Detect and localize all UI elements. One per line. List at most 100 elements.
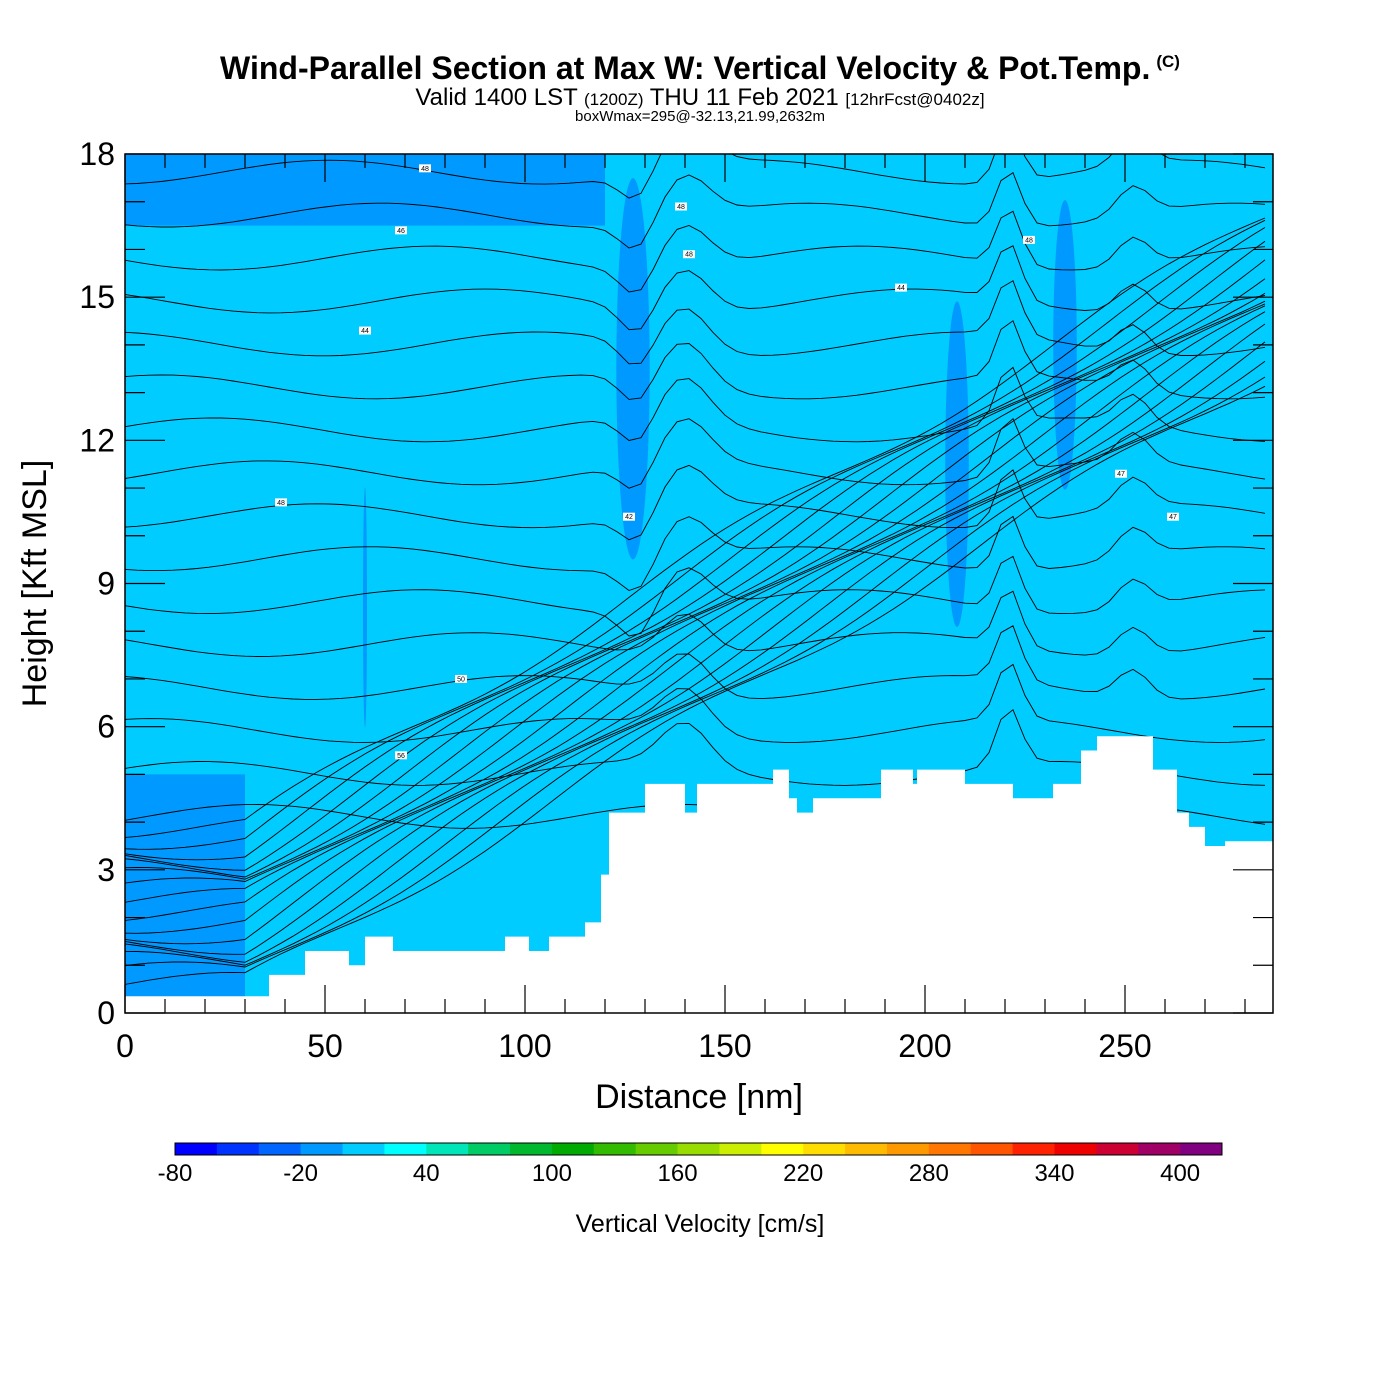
colorbar-swatch — [216, 1143, 260, 1155]
contour-label-bg — [895, 283, 907, 292]
w-core-level — [945, 301, 969, 628]
colorbar-swatch — [175, 1143, 218, 1155]
y-tick-label: 9 — [97, 566, 115, 602]
theta-contour — [125, 227, 1266, 861]
w-core-level — [616, 178, 650, 560]
contour-label: 48 — [277, 500, 285, 507]
w-core-level — [1169, 222, 1217, 792]
contour-label-bg — [395, 751, 407, 760]
colorbar-tick-label: 160 — [658, 1160, 698, 1187]
theta-contour — [125, 555, 1266, 637]
title-text: Wind-Parallel Section at Max W: Vertical… — [220, 50, 1151, 86]
contour-label: 42 — [625, 514, 633, 521]
contour-label-bg — [395, 226, 407, 235]
w-core-level — [363, 487, 367, 728]
colorbar-swatch — [1012, 1143, 1055, 1155]
contour-label-bg — [1167, 512, 1179, 521]
theta-contour — [125, 210, 1266, 293]
y-tick-label: 15 — [79, 279, 115, 315]
colorbar-swatch — [1180, 1143, 1223, 1155]
y-tick-label: 3 — [97, 852, 115, 888]
theta-contour — [125, 259, 1266, 878]
colorbar-swatch — [426, 1143, 469, 1155]
colorbar-tick-label: 220 — [783, 1160, 823, 1187]
contour-label: 48 — [1025, 237, 1033, 244]
theta-contour — [125, 376, 1266, 968]
theta-contour — [125, 172, 1266, 249]
colorbar-swatch — [635, 1143, 679, 1155]
colorbar-swatch — [1096, 1143, 1139, 1155]
w-core-level — [813, 339, 845, 723]
x-axis-label: Distance [nm] — [595, 1078, 803, 1116]
colorbar-swatch — [593, 1143, 637, 1155]
x-tick-label: 200 — [898, 1028, 951, 1064]
x-tick-label: 50 — [307, 1028, 343, 1064]
colorbar-swatch — [342, 1143, 385, 1155]
w-core-level — [1016, 449, 1058, 766]
chart-title: Wind-Parallel Section at Max W: Vertical… — [0, 50, 1400, 87]
contour-label-bg — [623, 512, 635, 521]
colorbar-tick-label: 100 — [532, 1160, 572, 1187]
colorbar-tick-label: 400 — [1160, 1160, 1200, 1187]
contour-label: 47 — [1169, 514, 1177, 521]
contour-label-bg — [1023, 235, 1035, 244]
colorbar-swatch — [761, 1143, 804, 1155]
box-wmax-info: boxWmax=295@-32.13,21.99,2632m — [575, 108, 825, 125]
theta-contour — [125, 320, 1266, 400]
y-tick-label: 6 — [97, 709, 115, 745]
terrain-mask — [125, 736, 1273, 1013]
theta-contour — [125, 663, 1266, 743]
theta-contour — [125, 305, 1266, 934]
terrain — [125, 736, 1273, 1013]
x-tick-label: 150 — [698, 1028, 751, 1064]
y-tick-label: 18 — [79, 136, 115, 172]
contour-label: 48 — [421, 166, 429, 173]
contour-label-bg — [419, 164, 431, 173]
colorbar-tick-label: -80 — [158, 1160, 193, 1187]
contour-label: 44 — [897, 285, 905, 292]
theta-contour — [125, 366, 1266, 443]
colorbar-swatch — [468, 1143, 511, 1155]
x-tick-label: 250 — [1098, 1028, 1151, 1064]
contour-label: 56 — [397, 753, 405, 760]
theta-contour — [125, 323, 1266, 955]
theta-contour — [125, 311, 1266, 945]
colorbar-swatch — [258, 1143, 302, 1155]
w-core-level — [1053, 200, 1077, 490]
contour-label-bg — [1115, 469, 1127, 478]
valid-date: THU 11 Feb 2021 — [649, 84, 839, 111]
theta-contour — [125, 217, 1266, 838]
colorbar-frame — [174, 1142, 1223, 1156]
colorbar-swatch — [1138, 1143, 1181, 1155]
valid-time: Valid 1400 LST — [415, 84, 578, 111]
contour-label: 47 — [1117, 471, 1125, 478]
valid-utc: (1200Z) — [583, 90, 644, 109]
colorbar-swatch — [1054, 1143, 1097, 1155]
theta-contour — [125, 300, 1266, 903]
contour-label-bg — [359, 326, 371, 335]
theta-contour — [125, 515, 1266, 592]
colorbar-swatch — [845, 1143, 888, 1155]
x-tick-label: 0 — [116, 1028, 134, 1064]
theta-contour — [125, 280, 1266, 365]
colorbar-tick-label: 340 — [1034, 1160, 1074, 1187]
contour-label: 48 — [685, 252, 693, 259]
theta-contour — [125, 245, 1266, 331]
theta-contour — [125, 625, 1266, 700]
theta-contour — [125, 464, 1266, 541]
theta-contour — [125, 303, 1266, 921]
colorbar-swatch — [384, 1143, 427, 1155]
colorbar-swatch — [677, 1143, 720, 1155]
colorbar-tick-label: 40 — [413, 1160, 440, 1187]
low-level-downdraft-band — [125, 774, 245, 1013]
theta-contour — [125, 154, 1266, 199]
chart-subtitle: Valid 1400 LST (1200Z) THU 11 Feb 2021 [… — [0, 84, 1400, 112]
colorbar-swatch — [886, 1143, 930, 1155]
theta-contour — [125, 360, 1266, 966]
contour-label-bg — [455, 674, 467, 683]
colorbar-swatch — [551, 1143, 595, 1155]
y-tick-label: 12 — [79, 422, 115, 458]
y-tick-label: 0 — [97, 995, 115, 1031]
contour-label-bg — [683, 250, 695, 259]
